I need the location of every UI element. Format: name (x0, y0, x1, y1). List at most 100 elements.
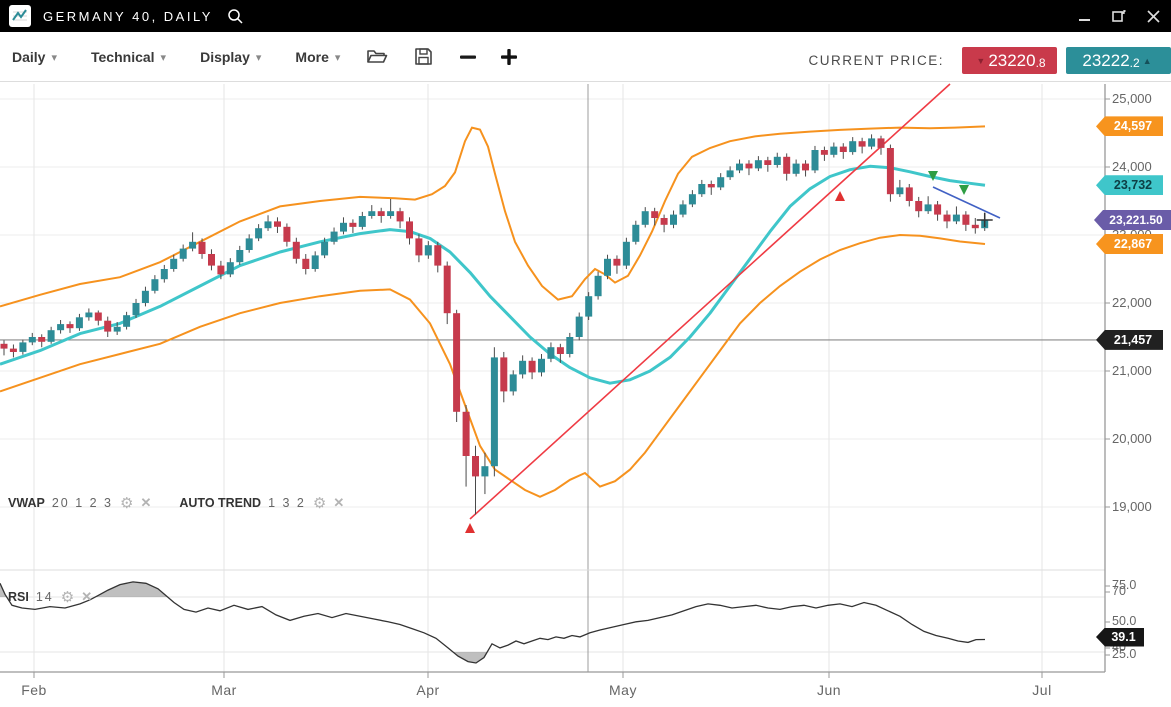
ask-price: 23222 (1082, 50, 1130, 70)
chevron-down-icon: ▾ (51, 52, 57, 64)
rsi-params: 14 (35, 590, 54, 604)
candle-up (151, 279, 159, 291)
price-tick-label: 24,000 (1112, 159, 1152, 174)
pivot-up-triangle-icon (835, 191, 845, 201)
candle-down (962, 214, 970, 225)
chevron-down-icon: ▾ (255, 52, 262, 64)
buy-price-button[interactable]: 23222 .2 ▲ (1066, 47, 1171, 74)
candle-down (472, 456, 479, 477)
candle-down (783, 156, 791, 174)
candle-down (886, 148, 894, 195)
price-badge-2322150: 23,221.50 (1094, 209, 1171, 230)
zoom-out-button[interactable] (459, 48, 477, 66)
candle-up (245, 238, 253, 250)
candle-up (321, 241, 329, 256)
vwap-name: VWAP (8, 496, 45, 510)
rsi-name: RSI (8, 590, 29, 604)
open-folder-icon[interactable] (366, 48, 388, 66)
close-icon[interactable]: ✕ (81, 589, 93, 604)
menu-more[interactable]: More ▾ (295, 49, 340, 65)
rsi-tick-label: 70 (1112, 584, 1126, 598)
chart-area[interactable]: 25,00024,00023,00022,00021,00020,00019,0… (0, 82, 1171, 707)
pivot-down-triangle-icon (928, 171, 938, 181)
close-icon[interactable] (1143, 6, 1163, 26)
zoom-in-button[interactable] (499, 47, 519, 67)
sell-price-button[interactable]: ▼ 23220 .8 (962, 47, 1057, 74)
rsi-indicator (0, 581, 986, 664)
rsi-overbought-fill (0, 581, 985, 597)
candle-down (707, 184, 715, 188)
close-icon[interactable]: ✕ (333, 495, 345, 510)
candle-up (830, 146, 838, 155)
candle-down (858, 141, 866, 147)
vwap-params: 20 1 2 3 (51, 496, 113, 510)
candle-down (839, 146, 847, 152)
candle-up (264, 221, 272, 229)
candle-up (179, 248, 187, 259)
gear-icon[interactable]: ⚙ (312, 495, 327, 512)
save-icon[interactable] (414, 47, 433, 66)
candle-up (726, 170, 734, 178)
price-badge-24597: 24,597 (1096, 116, 1163, 137)
candle-up (330, 231, 338, 242)
candle-up (28, 337, 36, 343)
candle-down (745, 163, 753, 169)
candle-down (915, 201, 923, 212)
menu-technical[interactable]: Technical ▾ (91, 49, 166, 65)
last-price-marker (976, 212, 993, 227)
auto-trend-red-line[interactable] (469, 83, 951, 520)
candle-down (462, 411, 470, 456)
candle-up (170, 258, 178, 269)
auto-trend-blue-line[interactable] (932, 186, 1001, 219)
candle-up (57, 324, 65, 331)
candle-down (198, 241, 206, 254)
candle-up (641, 211, 649, 225)
menu-technical-label: Technical (91, 48, 155, 65)
trend-markers (465, 171, 969, 533)
bid-price-fraction: .8 (1035, 55, 1046, 70)
close-icon[interactable]: ✕ (140, 495, 152, 510)
candle-down (0, 343, 8, 349)
candle-up (736, 163, 743, 171)
candle-up (754, 160, 762, 169)
candle-down (66, 324, 74, 329)
candle-up (632, 224, 640, 242)
candle-down (443, 265, 451, 314)
candle-down (613, 258, 621, 266)
candle-up (698, 184, 706, 195)
menu-daily[interactable]: Daily ▾ (12, 49, 57, 65)
candle-up (717, 177, 725, 188)
candles[interactable] (0, 134, 989, 515)
minimize-icon[interactable] (1075, 6, 1095, 26)
vwap-upper-band (0, 125, 986, 308)
candle-up (113, 326, 121, 332)
candle-down (396, 211, 404, 222)
restore-icon[interactable] (1109, 6, 1129, 26)
candle-up (604, 258, 611, 276)
candle-down (302, 258, 310, 269)
chevron-down-icon: ▾ (334, 52, 341, 64)
candle-up (358, 216, 366, 227)
candle-down (349, 222, 357, 227)
candle-up (255, 228, 263, 239)
candle-up (575, 316, 583, 337)
candle-up (47, 330, 55, 342)
candle-up (952, 214, 960, 222)
candle-up (896, 187, 904, 195)
rsi-line (0, 581, 986, 664)
candle-down (934, 204, 942, 215)
ask-price-fraction: .2 (1129, 55, 1140, 70)
rsi-tick-label: 75.0 (1112, 578, 1137, 592)
app-logo-icon (9, 5, 31, 27)
window-controls (1075, 0, 1163, 32)
candle-up (585, 296, 593, 317)
candle-up (773, 156, 781, 165)
menu-display[interactable]: Display ▾ (200, 49, 261, 65)
gear-icon[interactable]: ⚙ (60, 589, 75, 606)
candle-up (792, 163, 800, 174)
candle-down (453, 313, 461, 412)
gear-icon[interactable]: ⚙ (120, 495, 134, 512)
candle-up (132, 303, 140, 316)
candle-down (528, 360, 536, 373)
search-icon[interactable] (227, 8, 244, 25)
